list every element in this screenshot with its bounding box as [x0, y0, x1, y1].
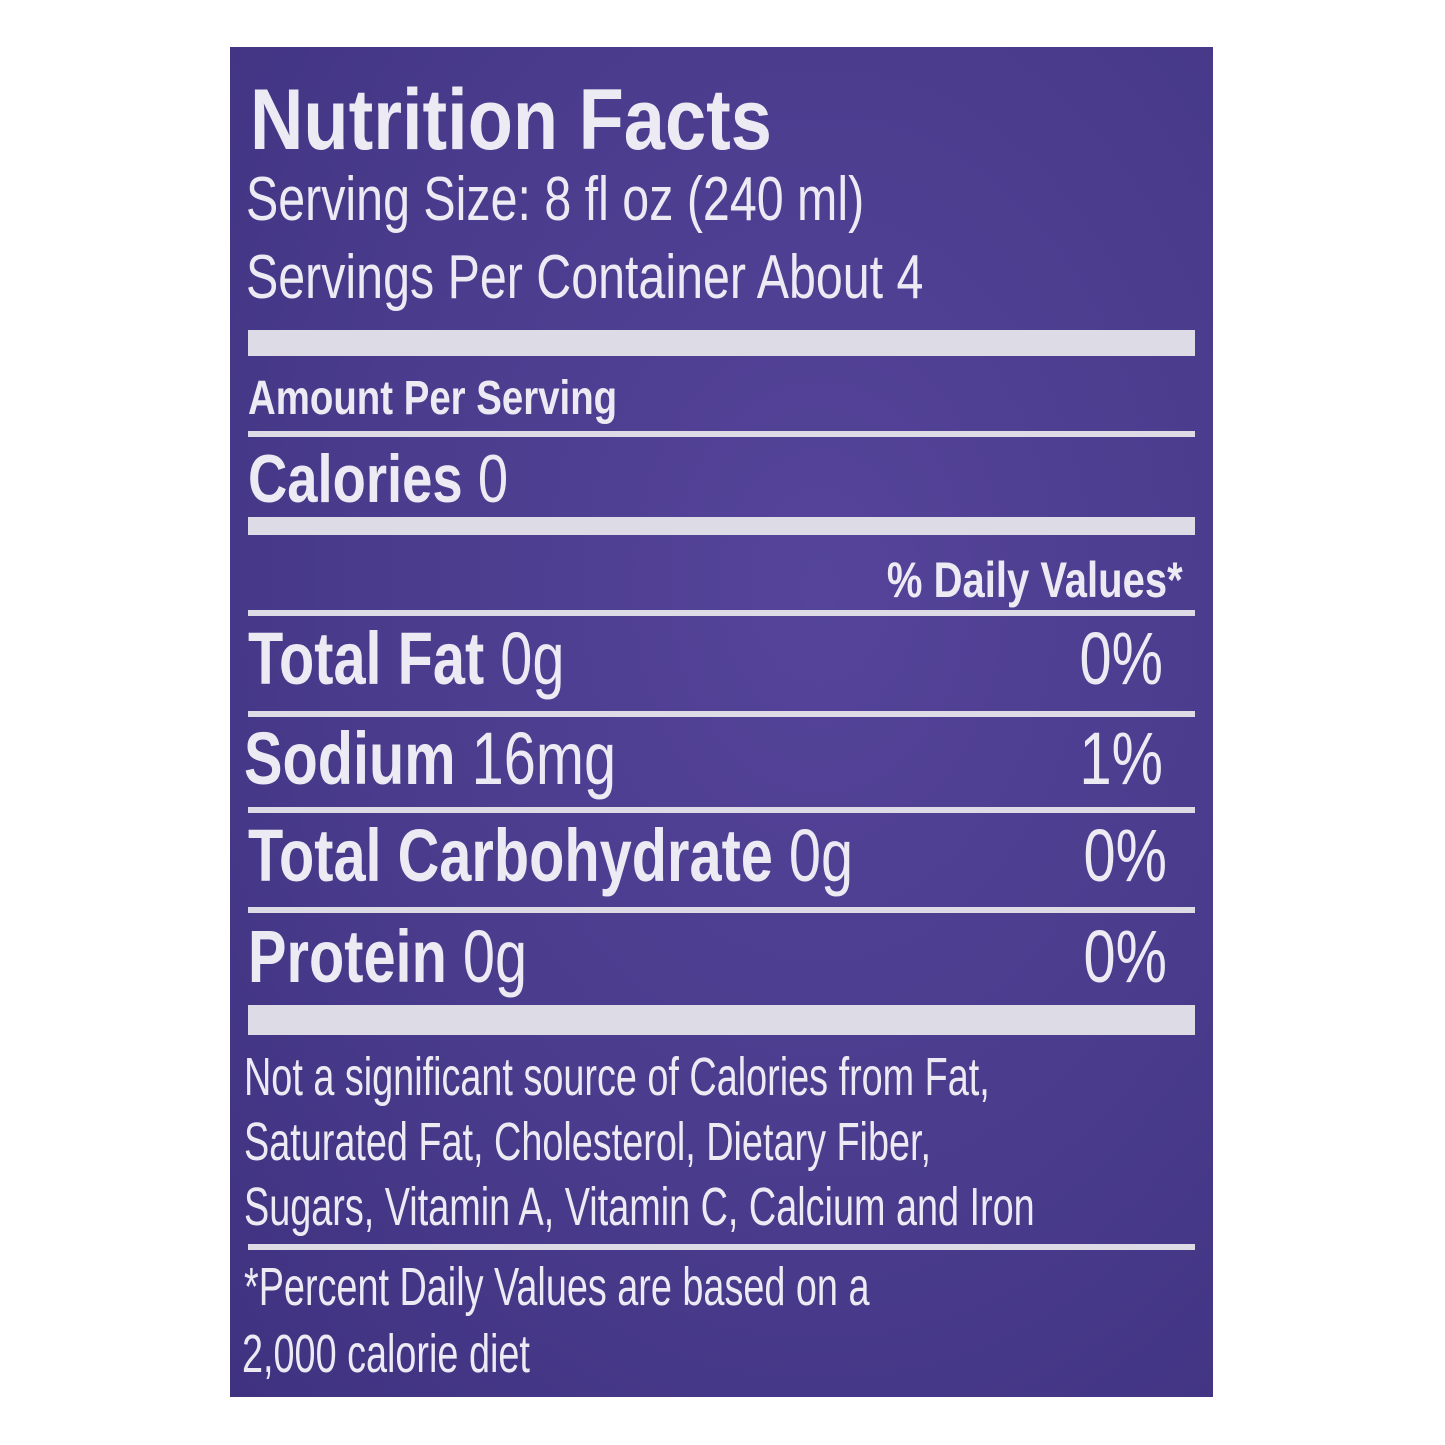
nutrient-row-protein: Protein 0g — [248, 920, 527, 994]
footnote-line: Sugars, Vitamin A, Vitamin C, Calcium an… — [244, 1177, 1035, 1237]
nutrient-amount: 0g — [500, 617, 565, 700]
footnote-line: Saturated Fat, Cholesterol, Dietary Fibe… — [244, 1112, 932, 1172]
nutrient-name: Protein — [248, 915, 447, 998]
nutrient-row-total-fat: Total Fat 0g — [248, 622, 564, 696]
calories-label: Calories — [248, 441, 463, 517]
calories-value: 0 — [477, 441, 509, 517]
nutrient-amount: 0g — [462, 915, 528, 998]
nutrient-row-sodium: Sodium 16mg — [244, 722, 616, 796]
nutrient-dv: 1% — [1079, 717, 1163, 800]
thick-divider — [248, 517, 1195, 535]
nutrient-dv: 0% — [1079, 617, 1163, 700]
thick-divider — [248, 330, 1195, 356]
nutrient-dv: 0% — [1083, 915, 1167, 998]
divider — [248, 610, 1195, 616]
label-title: Nutrition Facts — [250, 72, 772, 168]
divider — [248, 1244, 1195, 1250]
nutrient-name: Sodium — [244, 717, 456, 800]
nutrient-dv: 0% — [1083, 814, 1167, 897]
nutrient-row-total-carbohydrate: Total Carbohydrate 0g — [248, 819, 853, 893]
divider — [248, 907, 1195, 913]
serving-size: Serving Size: 8 fl oz (240 ml) — [246, 165, 865, 234]
amount-per-serving: Amount Per Serving — [248, 372, 618, 425]
dv-footnote-line: *Percent Daily Values are based on a — [244, 1257, 870, 1317]
thick-divider — [248, 1005, 1195, 1035]
divider — [248, 431, 1195, 437]
dv-footnote-line: 2,000 calorie diet — [242, 1324, 530, 1384]
calories-row: Calories 0 — [248, 445, 508, 513]
nutrition-label: Nutrition Facts Serving Size: 8 fl oz (2… — [230, 47, 1213, 1397]
nutrient-amount: 0g — [788, 814, 854, 897]
nutrient-name: Total Carbohydrate — [248, 814, 773, 897]
servings-per-container: Servings Per Container About 4 — [246, 243, 924, 312]
divider — [248, 807, 1195, 813]
nutrient-name: Total Fat — [248, 617, 485, 700]
footnote-line: Not a significant source of Calories fro… — [244, 1047, 990, 1107]
nutrient-amount: 16mg — [471, 717, 617, 800]
daily-values-header: % Daily Values* — [887, 552, 1183, 608]
divider — [248, 711, 1195, 717]
